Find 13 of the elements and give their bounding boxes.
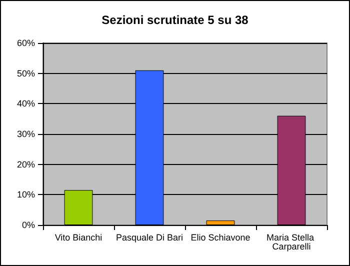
y-tick-label: 20% xyxy=(16,159,35,170)
x-tick-label: Elio Schiavone xyxy=(190,232,250,242)
x-tick-label: Maria Stella Carparelli xyxy=(266,232,317,252)
chart-title: Sezioni scrutinate 5 su 38 xyxy=(102,13,249,27)
x-tick-label: Pasquale Di Bari xyxy=(116,232,184,242)
y-tick-label: 60% xyxy=(16,38,35,48)
y-tick-label: 30% xyxy=(16,129,35,139)
y-tick-label: 40% xyxy=(16,98,35,109)
y-tick-label: 10% xyxy=(16,190,35,200)
y-tick-label: 0% xyxy=(22,220,35,230)
y-tick-label: 50% xyxy=(16,68,35,78)
bar xyxy=(206,220,235,225)
x-tick-label: Vito Bianchi xyxy=(54,232,102,242)
